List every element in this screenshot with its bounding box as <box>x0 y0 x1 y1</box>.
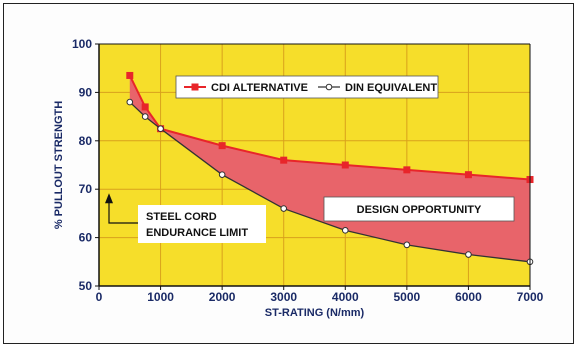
y-tick-label-3: 80 <box>79 134 93 148</box>
series-0-point-3 <box>218 142 226 150</box>
series-1-point-3 <box>218 171 226 178</box>
series-0-point-4 <box>280 156 288 164</box>
legend-marker-din <box>325 83 333 91</box>
steel-cord-label-line2: ENDURANCE LIMIT <box>146 227 248 239</box>
series-1-point-6 <box>403 241 411 249</box>
y-axis-title: % PULLOUT STRENGTH <box>53 101 65 229</box>
series-1-point-5 <box>341 227 349 234</box>
design-opportunity-annotation: DESIGN OPPORTUNITY <box>323 196 515 222</box>
series-1-point-2 <box>157 125 164 132</box>
y-tick-label-1: 60 <box>79 231 93 245</box>
legend-box <box>175 75 439 99</box>
x-tick-label-3: 3000 <box>270 290 297 304</box>
x-tick-label-2: 2000 <box>209 290 236 304</box>
x-tick-label-5: 5000 <box>394 290 421 304</box>
series-0-point-5 <box>341 161 349 169</box>
steel-cord-annotation: STEEL CORD ENDURANCE LIMIT <box>105 193 266 243</box>
series-1-point-7 <box>465 251 472 258</box>
steel-cord-box <box>138 205 266 243</box>
series-0-point-7 <box>464 171 472 179</box>
steel-cord-label-line1: STEEL CORD <box>146 211 217 223</box>
series-1-point-0 <box>126 98 134 106</box>
series-layer <box>126 71 534 266</box>
design-opportunity-label: DESIGN OPPORTUNITY <box>357 204 482 216</box>
x-tick-label-6: 6000 <box>455 290 482 304</box>
x-tick-label-7: 7000 <box>517 290 544 304</box>
steel-cord-arrow-head <box>105 193 113 204</box>
series-1-point-1 <box>141 113 149 120</box>
x-tick-label-1: 1000 <box>147 290 174 304</box>
x-tick-label-0: 0 <box>96 290 103 304</box>
legend: CDI ALTERNATIVE DIN EQUIVALENT <box>175 75 439 99</box>
series-0-point-6 <box>403 166 411 174</box>
y-tick-label-2: 70 <box>79 182 93 196</box>
axes <box>95 43 531 290</box>
x-tick-label-4: 4000 <box>332 290 359 304</box>
series-1-point-4 <box>280 205 288 212</box>
y-tick-label-5: 100 <box>72 37 92 51</box>
legend-label-cdi: CDI ALTERNATIVE <box>211 82 308 94</box>
legend-marker-cdi <box>191 83 199 91</box>
y-tick-label-4: 90 <box>79 85 93 99</box>
y-tick-label-0: 50 <box>79 279 93 293</box>
design-opportunity-box <box>323 196 515 222</box>
steel-cord-arrow-line <box>108 201 138 224</box>
legend-label-din: DIN EQUIVALENT <box>345 82 437 94</box>
x-axis-title: ST-RATING (N/mm) <box>265 307 365 319</box>
series-0-point-1 <box>141 103 149 111</box>
tick-labels: 0 1000 2000 3000 4000 5000 6000 7000 50 60 70 80 90 1… <box>72 37 544 304</box>
series-0-point-0 <box>126 71 134 79</box>
